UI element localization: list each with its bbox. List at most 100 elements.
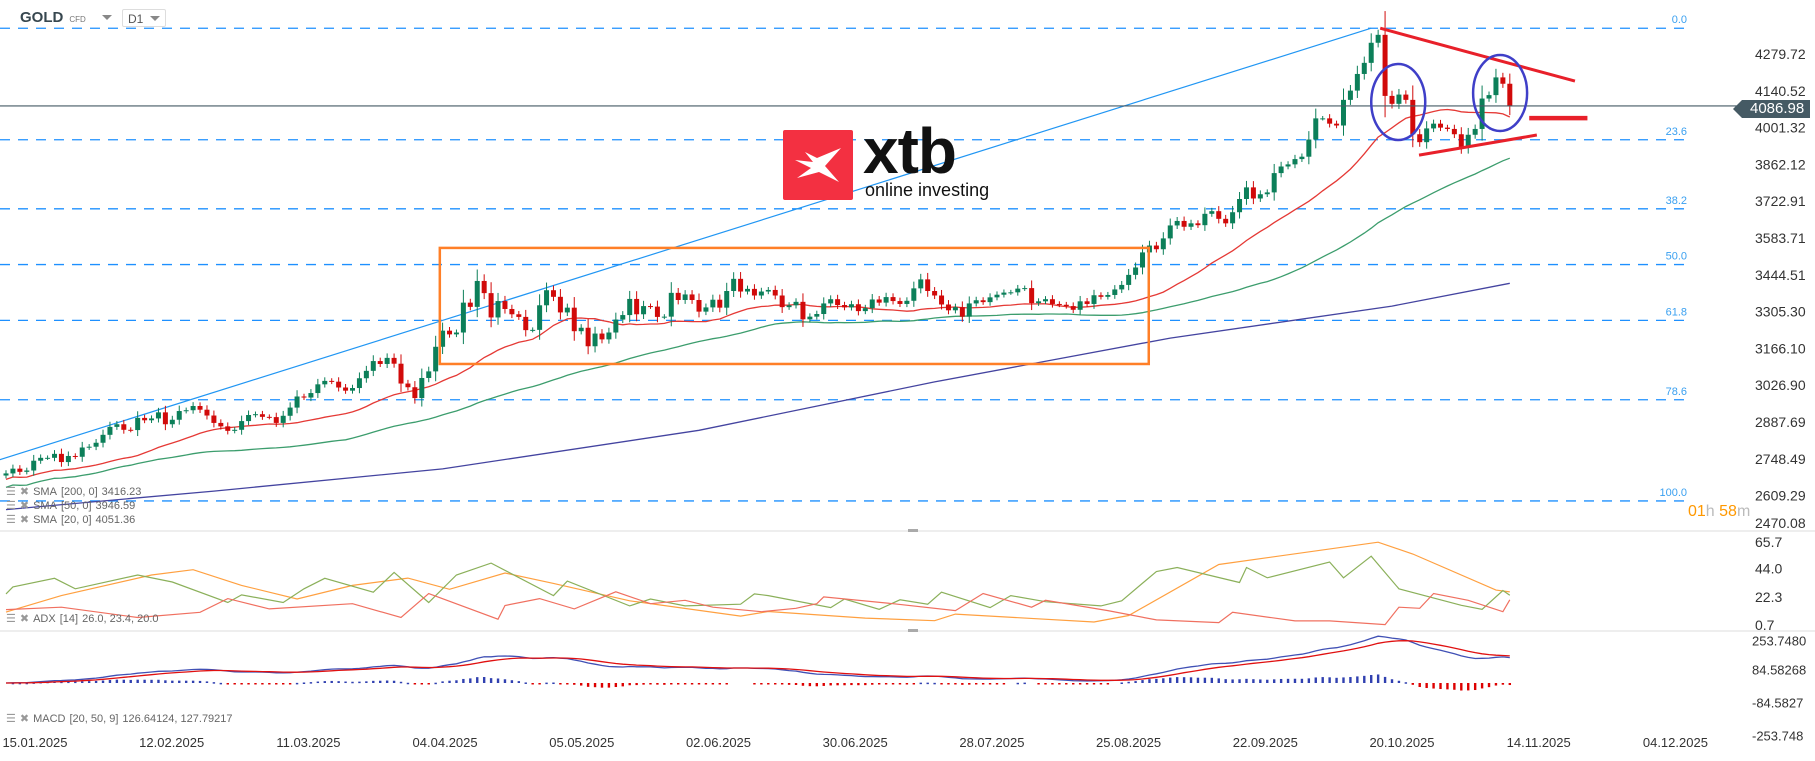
macd-histogram-bar xyxy=(815,683,819,687)
legend-value: 26.0, 23.4, 20.0 xyxy=(82,613,159,625)
price-axis-label: 2470.08 xyxy=(1755,515,1806,531)
macd-histogram-bar xyxy=(981,683,985,685)
candle xyxy=(114,420,120,430)
legend-macd[interactable]: ☰ ✖ MACD [20, 50, 9] 126.64124, 127.79217 xyxy=(6,713,233,726)
legend-params: [200, 0] xyxy=(60,486,98,498)
chevron-down-icon[interactable] xyxy=(150,16,160,21)
macd-signal-line xyxy=(6,640,1510,684)
macd-histogram-bar xyxy=(1120,682,1123,684)
close-icon[interactable]: ✖ xyxy=(19,613,30,625)
fib-level-label: 23.6 xyxy=(1666,126,1687,138)
macd-histogram-bar xyxy=(586,683,590,687)
macd-histogram-bar xyxy=(1397,680,1401,683)
macd-histogram-bar xyxy=(822,683,825,686)
candle-body xyxy=(758,291,764,296)
legend-sma200[interactable]: ☰ ✖ SMA [200, 0] 3416.23 xyxy=(6,486,141,499)
settings-icon[interactable]: ☰ xyxy=(6,500,16,512)
macd-histogram-bar xyxy=(337,681,340,683)
candle xyxy=(696,293,702,318)
candle xyxy=(703,303,709,316)
candle-body xyxy=(363,370,369,379)
macd-histogram-bar xyxy=(1203,677,1207,683)
candle-body xyxy=(447,330,453,335)
macd-histogram-bar xyxy=(1259,679,1262,683)
candle-body xyxy=(329,380,335,382)
candle xyxy=(426,366,432,383)
panel-resize-handle[interactable] xyxy=(908,629,918,632)
legend-name: SMA xyxy=(33,486,57,498)
candle-body xyxy=(1479,98,1485,129)
legend-sma50[interactable]: ☰ ✖ SMA [50, 0] 3946.59 xyxy=(6,500,135,513)
candle xyxy=(897,297,903,308)
fib-level-label: 0.0 xyxy=(1672,14,1687,26)
macd-histogram-bar xyxy=(157,679,160,683)
candle-body xyxy=(488,293,494,318)
interval-select[interactable]: D1 xyxy=(122,9,166,27)
macd-histogram-bar xyxy=(282,683,285,685)
legend-sma20[interactable]: ☰ ✖ SMA [20, 0] 4051.36 xyxy=(6,514,135,527)
candle xyxy=(848,300,854,311)
close-icon[interactable]: ✖ xyxy=(19,514,30,526)
candle xyxy=(592,326,598,353)
candle-body xyxy=(890,297,896,302)
candle xyxy=(45,455,51,460)
candle-body xyxy=(1112,289,1118,295)
candle xyxy=(731,272,737,297)
macd-histogram-bar xyxy=(1141,680,1144,683)
candle xyxy=(239,415,245,435)
macd-histogram-bar xyxy=(1342,677,1345,683)
candle xyxy=(890,293,896,305)
candle-body xyxy=(862,308,868,312)
close-icon[interactable]: ✖ xyxy=(19,500,30,512)
candle-body xyxy=(1133,267,1139,275)
candle-body xyxy=(343,387,349,391)
symbol-selector[interactable]: GOLD CFD xyxy=(20,9,112,26)
date-axis-label: 04.12.2025 xyxy=(1643,735,1708,750)
candle xyxy=(724,282,730,316)
candle xyxy=(786,302,792,310)
macd-histogram-bar xyxy=(1418,683,1421,688)
range-box xyxy=(438,246,1151,366)
candle-body xyxy=(689,294,695,300)
candle xyxy=(1077,295,1083,315)
settings-icon[interactable]: ☰ xyxy=(6,486,16,498)
macd-histogram-bar xyxy=(1245,678,1248,683)
macd-histogram-bar xyxy=(919,682,922,685)
candle-body xyxy=(807,316,813,320)
close-icon[interactable]: ✖ xyxy=(19,486,30,498)
candle-body xyxy=(1403,94,1409,100)
macd-axis-label: 253.7480 xyxy=(1752,634,1806,649)
candle-body xyxy=(259,414,265,417)
macd-histogram-bar xyxy=(566,683,569,685)
candle xyxy=(350,384,355,394)
settings-icon[interactable]: ☰ xyxy=(6,514,16,526)
candle-body xyxy=(1368,42,1374,63)
candle-body xyxy=(537,305,543,330)
close-icon[interactable]: ✖ xyxy=(19,713,30,725)
candle xyxy=(467,298,473,311)
candle-body xyxy=(1292,159,1298,165)
candle-body xyxy=(606,332,612,340)
macd-histogram-bar xyxy=(191,680,195,683)
candle-body xyxy=(786,305,792,308)
macd-histogram-bar xyxy=(524,682,527,684)
legend-adx[interactable]: ☰ ✖ ADX [14] 26.0, 23.4, 20.0 xyxy=(6,613,159,626)
panel-resize-handle[interactable] xyxy=(908,529,918,532)
candle-body xyxy=(1347,90,1353,100)
candle xyxy=(149,415,155,424)
candle xyxy=(1209,207,1215,217)
candle-body xyxy=(1049,299,1055,304)
candle-body xyxy=(176,411,182,420)
countdown-minutes: 58 xyxy=(1719,503,1737,520)
settings-icon[interactable]: ☰ xyxy=(6,613,16,625)
chevron-down-icon[interactable] xyxy=(101,15,112,20)
countdown-m-unit: m xyxy=(1736,503,1751,520)
candle-body xyxy=(1174,220,1180,226)
candle-body xyxy=(79,447,85,457)
settings-icon[interactable]: ☰ xyxy=(6,713,16,725)
candle xyxy=(980,297,986,305)
candle xyxy=(1354,65,1360,99)
candle xyxy=(1230,205,1236,229)
candle xyxy=(135,411,141,437)
